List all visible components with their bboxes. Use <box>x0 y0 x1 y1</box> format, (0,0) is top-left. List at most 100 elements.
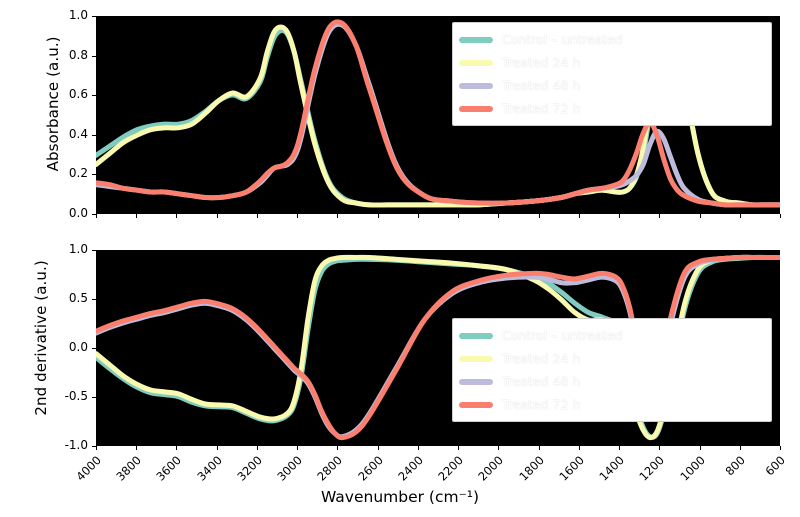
x-tick-mark <box>377 446 379 450</box>
legend-label: Treated 48 h <box>502 78 581 93</box>
x-tick-mark <box>458 446 460 450</box>
y-tick-mark <box>92 397 96 398</box>
y-tick-label: 0.6 <box>68 87 88 102</box>
legend-item[interactable]: Treated 48 h <box>459 74 763 97</box>
y-tick-mark <box>92 134 96 136</box>
x-tick-label: 3000 <box>274 453 306 484</box>
y-tick-label: 1.0 <box>68 8 88 22</box>
x-tick-mark <box>256 446 258 450</box>
legend-label: Treated 48 h <box>502 374 581 389</box>
x-axis-label: Wavenumber (cm⁻¹) <box>320 488 480 506</box>
x-tick-label: 1800 <box>515 453 547 484</box>
legend-swatch-line-icon <box>459 59 493 66</box>
y-tick-mark <box>92 250 96 251</box>
x-tick-mark <box>739 214 741 218</box>
y-tick-label: 0.4 <box>68 126 88 141</box>
x-tick-mark <box>578 214 580 218</box>
x-tick-label: 1200 <box>636 453 668 484</box>
x-tick-label: 2000 <box>475 453 507 484</box>
y-tick-mark <box>92 95 96 97</box>
x-tick-label: 600 <box>762 453 788 479</box>
x-tick-label: 2200 <box>435 453 467 484</box>
x-tick-mark <box>619 446 621 450</box>
y-tick-mark <box>92 55 96 57</box>
x-tick-mark <box>297 446 299 450</box>
x-tick-mark <box>458 214 460 218</box>
x-tick-mark <box>659 446 661 450</box>
legend-item[interactable]: Treated 48 h <box>459 370 763 393</box>
legend-label: Treated 24 h <box>502 351 581 366</box>
legend-label: Treated 72 h <box>502 397 581 412</box>
x-tick-mark <box>417 446 419 450</box>
x-tick-label: 2600 <box>354 453 386 484</box>
x-tick-label: 3600 <box>153 453 185 484</box>
legend-item[interactable]: Treated 72 h <box>459 97 763 120</box>
y-tick-mark <box>92 16 96 17</box>
legend-item[interactable]: Treated 24 h <box>459 51 763 74</box>
x-tick-mark <box>538 214 540 218</box>
x-tick-mark <box>256 214 258 218</box>
x-tick-mark <box>699 214 701 218</box>
x-tick-mark <box>619 214 621 218</box>
legend-swatch-line-icon <box>459 355 493 362</box>
y-axis-label-bottom: 2nd derivative (a.u.) <box>32 260 51 416</box>
x-tick-label: 1400 <box>596 453 627 484</box>
y-tick-label: -1.0 <box>64 438 88 452</box>
y-tick-label: 0.5 <box>68 291 88 305</box>
legend-label: Control – untreated <box>502 328 623 343</box>
x-tick-mark <box>780 214 781 218</box>
legend-top: Control – untreated Treated 24 h Treated 4… <box>452 22 772 126</box>
x-tick-label: 2800 <box>314 453 346 484</box>
y-tick-label: 0.2 <box>68 166 88 181</box>
y-tick-mark <box>92 214 96 215</box>
x-tick-mark <box>417 214 419 218</box>
legend-item[interactable]: Treated 72 h <box>459 393 763 416</box>
legend-label: Control – untreated <box>502 32 623 47</box>
x-tick-mark <box>337 214 339 218</box>
x-tick-mark <box>780 446 781 450</box>
x-tick-label: 1600 <box>556 453 587 484</box>
legend-item[interactable]: Control – untreated <box>459 324 763 347</box>
x-tick-mark <box>659 214 661 218</box>
legend-bottom: Control – untreated Treated 24 h Treated 4… <box>452 318 772 422</box>
y-tick-mark <box>92 446 96 447</box>
y-tick-mark <box>92 299 96 300</box>
x-tick-mark <box>136 214 138 218</box>
x-tick-label: 800 <box>722 453 748 479</box>
legend-item[interactable]: Control – untreated <box>459 28 763 51</box>
legend-label: Treated 24 h <box>502 55 581 70</box>
legend-swatch-line-icon <box>459 36 493 43</box>
y-tick-label: 0.0 <box>68 206 88 220</box>
x-tick-mark <box>216 446 218 450</box>
x-tick-mark <box>377 214 379 218</box>
x-tick-label: 3400 <box>193 453 225 484</box>
x-tick-mark <box>216 214 218 218</box>
x-tick-mark <box>739 446 741 450</box>
x-tick-mark <box>136 446 138 450</box>
y-tick-mark <box>92 348 96 349</box>
y-tick-label: -0.5 <box>64 389 88 403</box>
legend-swatch-line-icon <box>459 332 493 339</box>
x-tick-mark <box>699 446 701 450</box>
legend-label: Treated 72 h <box>502 101 581 116</box>
x-tick-label: 2400 <box>395 453 426 484</box>
y-tick-label: 0.8 <box>68 47 88 62</box>
x-tick-mark <box>96 214 97 218</box>
x-tick-mark <box>176 446 178 450</box>
x-tick-mark <box>498 214 500 218</box>
data-series-line <box>96 22 780 205</box>
x-tick-mark <box>96 446 97 450</box>
y-tick-label: 1.0 <box>68 242 88 256</box>
x-tick-label: 4000 <box>73 453 104 484</box>
legend-swatch-line-icon <box>459 82 493 89</box>
x-tick-mark <box>498 446 500 450</box>
legend-swatch-line-icon <box>459 401 493 408</box>
y-tick-label: 0.0 <box>68 340 88 354</box>
x-tick-mark <box>538 446 540 450</box>
legend-item[interactable]: Treated 24 h <box>459 347 763 370</box>
x-tick-mark <box>176 214 178 218</box>
y-tick-mark <box>92 174 96 176</box>
x-tick-mark <box>578 446 580 450</box>
legend-swatch-line-icon <box>459 105 493 112</box>
